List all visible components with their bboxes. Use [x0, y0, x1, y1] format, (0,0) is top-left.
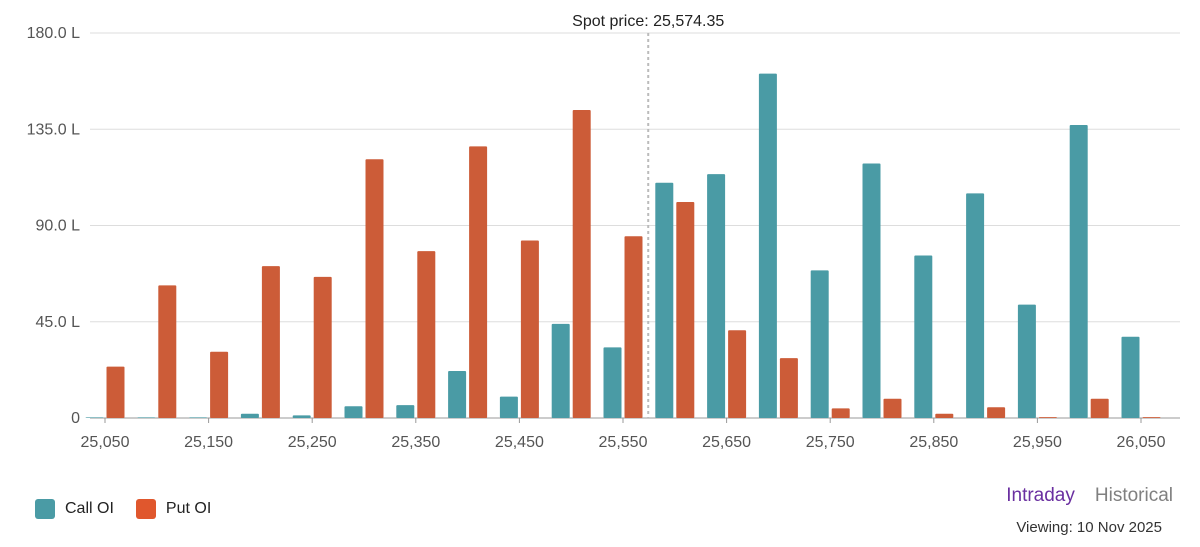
call-oi-bar-26050 [1121, 336, 1140, 418]
call-oi-bar-25900 [966, 193, 985, 418]
put-oi-bar-25900 [987, 407, 1006, 418]
call-oi-bar-25600 [655, 182, 674, 418]
call-oi-bar-25550 [603, 347, 622, 418]
put-oi-bar-26000 [1090, 398, 1109, 418]
put-oi-bar-25650 [728, 330, 747, 418]
put-oi-bar-25800 [883, 398, 902, 418]
x-tick-label: 25,150 [184, 434, 233, 451]
call-oi-swatch [35, 499, 55, 519]
put-oi-bar-25500 [572, 110, 591, 418]
x-tick-label: 25,050 [81, 434, 130, 451]
put-oi-bar-25450 [520, 240, 539, 418]
put-oi-bar-25750 [831, 408, 850, 418]
oi-chart: 0 45.0 L 90.0 L 135.0 L 180.0 L 25,050 25,150 2… [27, 13, 1180, 451]
call-oi-bar-25750 [810, 270, 829, 418]
y-tick-label: 45.0 L [36, 314, 81, 331]
call-oi-bar-25150 [189, 417, 208, 418]
x-tick-label: 25,350 [391, 434, 440, 451]
y-tick-label: 0 [71, 410, 80, 427]
put-oi-bar-25850 [935, 413, 954, 418]
x-tick-label: 25,250 [288, 434, 337, 451]
call-oi-bar-25200 [240, 413, 259, 418]
y-tick-label: 90.0 L [36, 218, 81, 235]
tab-intraday[interactable]: Intraday [1006, 485, 1075, 506]
call-oi-bar-25500 [551, 323, 570, 418]
legend-item-call-oi[interactable]: Call OI [35, 499, 114, 519]
spot-price-label: Spot price: 25,574.35 [572, 13, 724, 30]
x-tick-label: 25,550 [599, 434, 648, 451]
put-oi-bar-25100 [158, 285, 177, 418]
put-oi-bar-25550 [624, 236, 643, 418]
legend-label-call-oi: Call OI [65, 500, 114, 517]
legend-item-put-oi[interactable]: Put OI [135, 499, 212, 519]
viewing-date: Viewing: 10 Nov 2025 [1016, 519, 1162, 536]
call-oi-bar-25400 [448, 370, 467, 418]
x-tick-label: 25,650 [702, 434, 751, 451]
x-tick-label: 26,050 [1117, 434, 1166, 451]
call-oi-bar-25250 [292, 415, 311, 418]
put-oi-bar-25600 [676, 201, 695, 418]
call-oi-bar-25950 [1017, 304, 1036, 418]
legend-label-put-oi: Put OI [165, 500, 212, 517]
put-oi-bar-25050 [106, 366, 125, 418]
call-oi-bar-25850 [914, 255, 933, 418]
x-tick-label: 25,950 [1013, 434, 1062, 451]
legend: Call OI Put OI [35, 499, 211, 519]
call-oi-bar-25650 [707, 174, 726, 418]
y-tick-label: 135.0 L [27, 121, 80, 138]
call-oi-bar-25450 [499, 396, 518, 418]
call-oi-bar-25100 [137, 417, 156, 418]
put-oi-swatch [135, 499, 156, 519]
call-oi-bar-25050 [85, 417, 104, 418]
call-oi-bar-26000 [1069, 124, 1088, 418]
call-oi-bar-25700 [758, 73, 777, 418]
x-tick-label: 25,750 [806, 434, 855, 451]
y-tick-label: 180.0 L [27, 25, 80, 42]
call-oi-bar-25300 [344, 406, 363, 418]
tab-historical[interactable]: Historical [1094, 485, 1173, 506]
put-oi-bar-25300 [365, 159, 384, 418]
view-tabs: Intraday Historical [1006, 485, 1173, 507]
put-oi-bar-25200 [261, 266, 280, 418]
put-oi-bar-25400 [469, 146, 488, 418]
put-oi-bar-25950 [1038, 417, 1057, 418]
put-oi-bar-26050 [1142, 417, 1161, 418]
put-oi-bar-25250 [313, 276, 332, 418]
x-tick-label: 25,450 [495, 434, 544, 451]
put-oi-bar-25150 [210, 351, 229, 418]
put-oi-bar-25350 [417, 251, 436, 418]
x-tick-label: 25,850 [909, 434, 958, 451]
call-oi-bar-25800 [862, 163, 881, 418]
call-oi-bar-25350 [396, 405, 415, 418]
put-oi-bar-25700 [779, 358, 798, 418]
